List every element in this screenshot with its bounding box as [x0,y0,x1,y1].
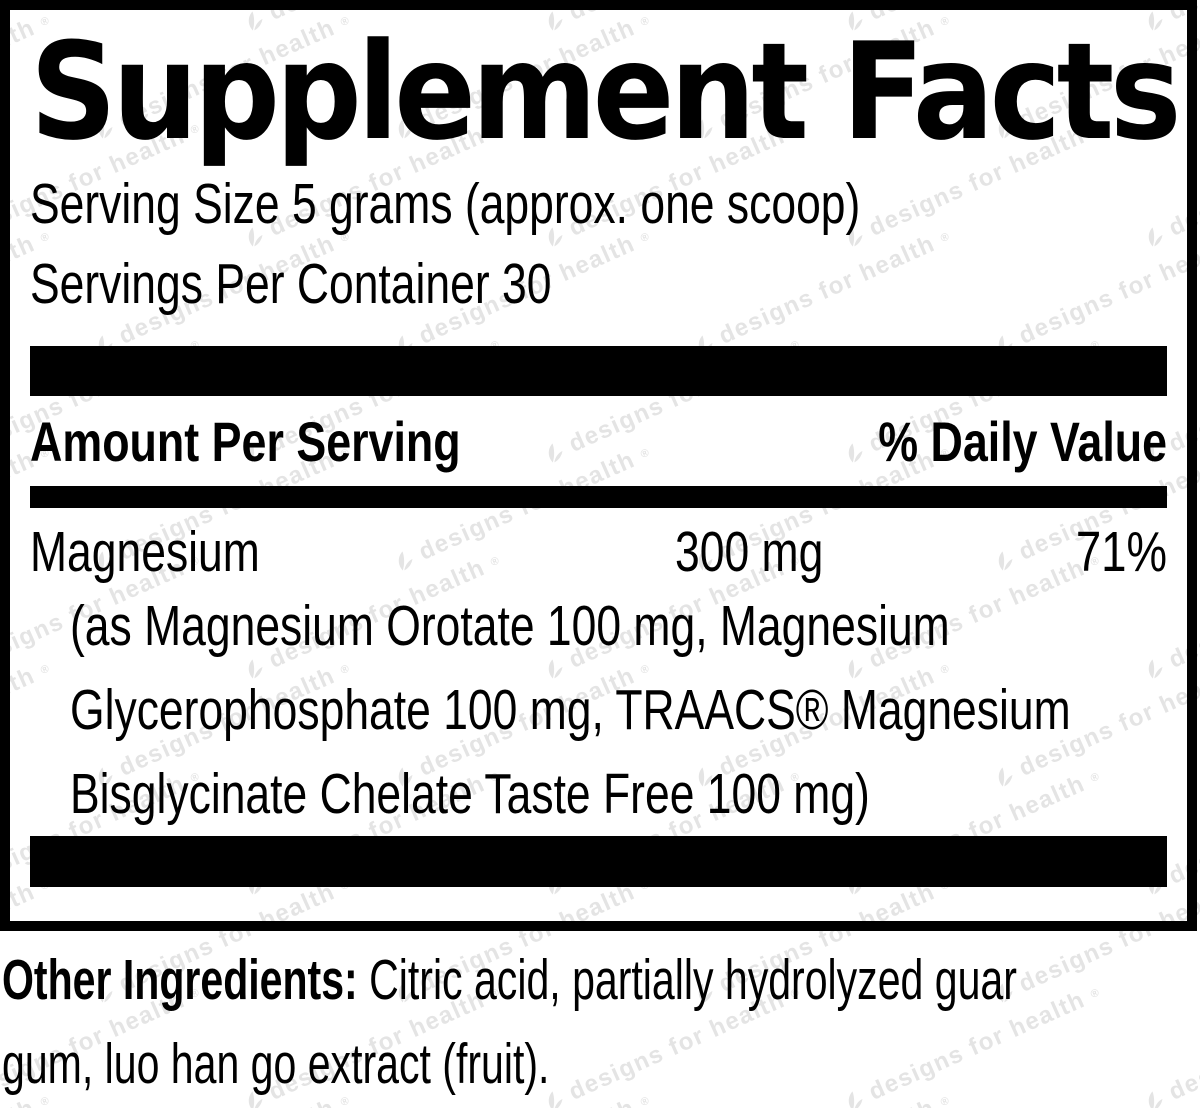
watermark-tile: designs for health® [237,331,506,471]
watermark-tile: designs for health® [237,979,506,1108]
designs-for-health-logo-icon [398,551,413,571]
watermark-tile: designs for health® [987,7,1200,147]
watermark-tile: designs for health® [537,115,806,255]
designs-for-health-logo-icon [698,983,713,1003]
divider-bar-thick-top [30,346,1167,396]
watermark-tile: designs for health® [837,979,1106,1108]
watermark-tile: designs for health® [987,871,1200,1011]
watermark-tile: designs for health® [87,439,356,579]
designs-for-health-logo-icon [548,659,563,679]
panel-title: Supplement Facts [30,14,1182,170]
designs-for-health-logo-icon [98,767,113,787]
nutrient-row-magnesium: Magnesium 300 mg 71% [30,508,1167,584]
designs-for-health-logo-icon [998,119,1013,139]
watermark-tile: designs for health® [87,871,356,1011]
designs-for-health-logo-icon [248,659,263,679]
designs-for-health-logo-icon [698,767,713,787]
watermark-tile: designs for health® [87,7,356,147]
serving-info: Serving Size 5 grams (approx. one scoop)… [30,164,1167,324]
designs-for-health-logo-icon [998,551,1013,571]
watermark-tile: designs for health® [237,0,506,39]
watermark-tile: designs for health® [537,0,806,39]
designs-for-health-logo-icon [248,11,263,31]
watermark-tile: designs for health® [87,655,356,795]
divider-bar-thick-bottom [30,836,1167,887]
designs-for-health-logo-icon [248,227,263,247]
designs-for-health-logo-icon [1148,1091,1163,1108]
servings-per-container-line: Servings Per Container 30 [30,252,552,316]
watermark-tile: designs for health® [537,979,806,1108]
watermark-tile: designs for health® [387,439,656,579]
designs-for-health-logo-icon [698,551,713,571]
watermark-tile: designs for health® [1137,547,1200,687]
watermark-tile: designs for health® [687,7,956,147]
designs-for-health-logo-icon [548,1091,563,1108]
supplement-facts-panel: Supplement Facts Serving Size 5 grams (a… [0,0,1197,931]
watermark-tile: designs for health® [837,547,1106,687]
nutrient-detail-line: (as Magnesium Orotate 100 mg, Magnesium [70,594,950,658]
designs-for-health-logo-icon [848,443,863,463]
nutrient-amount: 300 mg [675,520,824,584]
designs-for-health-logo-icon [848,659,863,679]
nutrient-daily-value: 71% [1075,520,1167,584]
designs-for-health-logo-icon [248,443,263,463]
watermark-tile: designs for health® [387,871,656,1011]
watermark-tile: designs for health® [1137,979,1200,1108]
designs-for-health-logo-icon [1148,11,1163,31]
designs-for-health-logo-icon [848,227,863,247]
watermark-tile: designs for health® [687,439,956,579]
watermark-tile: designs for health® [687,871,956,1011]
watermark-tile: designs for health® [837,0,1106,39]
designs-for-health-logo-icon [848,1091,863,1108]
designs-for-health-logo-icon [98,983,113,1003]
designs-for-health-logo-icon [548,443,563,463]
watermark-tile: designs for health® [987,655,1200,795]
nutrient-name: Magnesium [30,520,260,584]
other-ingredients-line: gum, luo han go extract (fruit). [2,1032,550,1096]
designs-for-health-logo-icon [698,119,713,139]
watermark-tile: designs for health® [1137,0,1200,39]
other-ingredients: Other Ingredients: Citric acid, partiall… [2,938,1200,1106]
amount-per-serving-header: Amount Per Serving [30,409,461,473]
designs-for-health-logo-icon [1148,443,1163,463]
watermark-tile: designs for health® [837,331,1106,471]
designs-for-health-logo-icon [98,551,113,571]
designs-for-health-logo-icon [1148,227,1163,247]
watermark-tile: designs for health® [237,547,506,687]
watermark-tile: designs for health® [387,655,656,795]
other-ingredients-label: Other Ingredients: [2,948,358,1012]
designs-for-health-logo-icon [548,227,563,247]
serving-size-line: Serving Size 5 grams (approx. one scoop) [30,172,861,236]
nutrient-detail-lines: (as Magnesium Orotate 100 mg, Magnesium … [30,584,1167,836]
designs-for-health-logo-icon [998,983,1013,1003]
nutrient-detail-line: Glycerophosphate 100 mg, TRAACS® Magnesi… [70,678,1071,742]
other-ingredients-line: Other Ingredients: Citric acid, partiall… [2,938,1200,1022]
watermark-tile: designs for health® [537,331,806,471]
watermark-tile: designs for health® [687,655,956,795]
designs-for-health-logo-icon [998,767,1013,787]
nutrient-detail-line: Bisglycinate Chelate Taste Free 100 mg) [70,762,870,826]
designs-for-health-logo-icon [248,1091,263,1108]
watermark-tile: designs for health® [837,115,1106,255]
designs-for-health-logo-icon [398,119,413,139]
watermark-tile: designs for health® [1137,115,1200,255]
column-header-row: Amount Per Serving % Daily Value [30,396,1167,486]
watermark-tile: designs for health® [387,7,656,147]
designs-for-health-logo-icon [548,11,563,31]
watermark-tile: designs for health® [237,115,506,255]
daily-value-header: % Daily Value [878,409,1167,473]
other-ingredients-text: Citric acid, partially hydrolyzed guar [357,948,1017,1012]
watermark-tile: designs for health® [987,439,1200,579]
designs-for-health-logo-icon [398,767,413,787]
divider-bar-thin [30,486,1167,508]
watermark-tile: designs for health® [1137,331,1200,471]
designs-for-health-logo-icon [1148,659,1163,679]
designs-for-health-logo-icon [848,11,863,31]
designs-for-health-logo-icon [398,983,413,1003]
watermark-tile: designs for health® [537,547,806,687]
designs-for-health-logo-icon [98,119,113,139]
